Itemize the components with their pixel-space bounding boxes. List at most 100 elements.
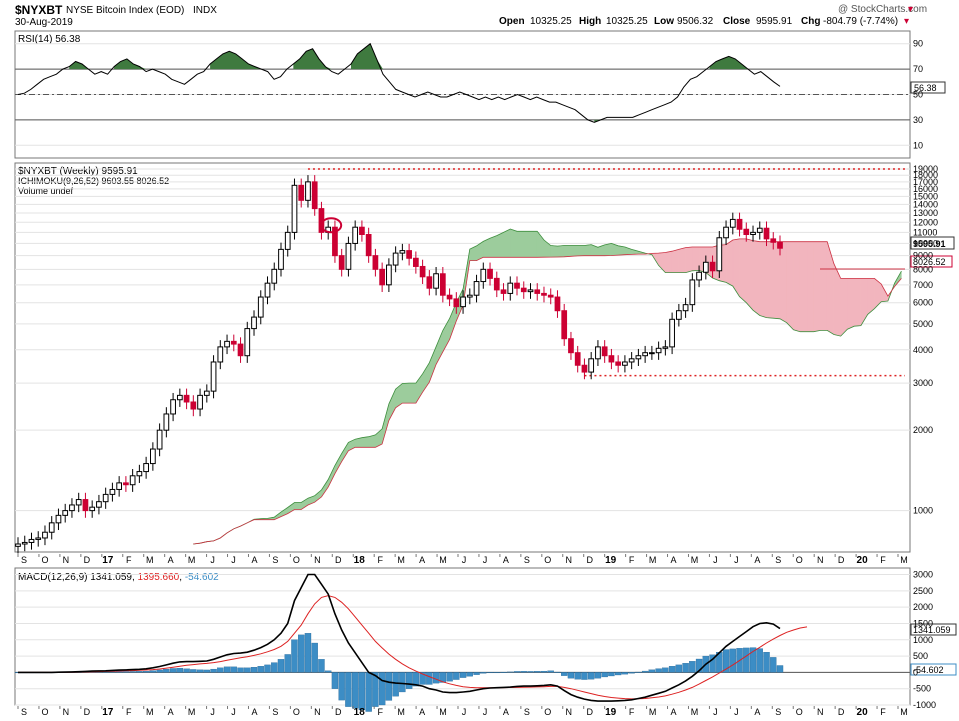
macd-histogram-bar xyxy=(271,662,278,673)
x-axis-label: J xyxy=(734,707,739,717)
candle-up xyxy=(480,268,487,283)
candle-up xyxy=(197,394,203,410)
x-axis-label: J xyxy=(462,555,467,565)
macd-histogram-bar xyxy=(412,672,420,687)
candle-down xyxy=(743,228,750,235)
candle-down xyxy=(547,294,554,298)
macd-histogram-bar xyxy=(668,666,676,673)
hist-last-label: -54.602 xyxy=(910,663,957,676)
rsi-overbought-fill xyxy=(210,51,262,70)
macd-histogram-bar xyxy=(709,654,716,673)
x-axis-label: M xyxy=(439,707,447,717)
candle-down xyxy=(520,287,527,293)
exchange: INDX xyxy=(193,5,217,16)
macd-histogram-bar xyxy=(466,672,473,677)
x-axis-label: S xyxy=(524,555,530,565)
x-axis-label: D xyxy=(84,555,91,565)
cloud-bullish-segment xyxy=(429,346,437,383)
price-tick-label: 6000 xyxy=(913,298,933,308)
candle-down xyxy=(561,310,568,340)
macd-histogram-bar xyxy=(662,667,669,673)
candle-up xyxy=(244,328,251,357)
down-arrow-icon: ▾ xyxy=(904,16,909,27)
macd-plot: 3000 2500 2000 1500 1000 500 0 -500 -1000 xyxy=(14,570,936,712)
cloud-bullish-segment xyxy=(577,245,585,257)
x-axis-label: S xyxy=(775,707,781,717)
candle-up xyxy=(55,514,62,524)
price-last-label: 9595.91 xyxy=(910,236,955,250)
x-axis-label: N xyxy=(566,707,573,717)
cloud-bullish-segment xyxy=(550,245,558,258)
cloud-bullish-segment xyxy=(496,231,504,258)
cloud-bullish-segment xyxy=(408,382,417,404)
candle-down xyxy=(419,265,426,278)
candle-up xyxy=(588,358,595,373)
candle-down xyxy=(487,268,493,279)
candle-down xyxy=(763,227,770,240)
cloud-bearish-segment xyxy=(880,283,889,303)
cloud-bearish-segment xyxy=(766,241,774,319)
candle-up xyxy=(756,227,763,233)
price-tick-label: 17000 xyxy=(913,177,938,187)
x-axis-label: M xyxy=(188,555,196,565)
macd-tick-label: 2500 xyxy=(913,586,933,596)
x-axis-label: M xyxy=(146,707,154,717)
candle-down xyxy=(608,355,615,363)
cloud-bearish-segment xyxy=(820,241,828,331)
x-axis-label: 19 xyxy=(605,707,617,718)
x-axis-label: N xyxy=(817,555,824,565)
macd-histogram-bar xyxy=(614,672,622,676)
candle-up xyxy=(102,493,109,503)
x-axis-label: J xyxy=(713,555,718,565)
cloud-bearish-segment xyxy=(853,278,862,327)
candle-up xyxy=(723,226,729,239)
cloud-bullish-segment xyxy=(388,388,396,421)
x-axis-label: 17 xyxy=(102,707,114,718)
macd-histogram-bar xyxy=(770,657,777,673)
candle-up xyxy=(729,218,736,228)
x-axis-label: O xyxy=(796,555,803,565)
candle-up xyxy=(109,488,116,495)
x-axis-label: O xyxy=(41,707,48,717)
low-value: 9506.32 xyxy=(677,16,714,27)
macd-histogram-bar xyxy=(257,666,264,673)
macd-histogram-bar xyxy=(405,672,413,689)
candle-up xyxy=(473,281,480,296)
candle-down xyxy=(237,343,244,357)
macd-legend-signal: 1395.660 xyxy=(138,572,180,583)
macd-histogram-bar xyxy=(695,658,703,673)
x-axis-label: N xyxy=(63,555,70,565)
macd-histogram-bar xyxy=(493,672,500,674)
cloud-bullish-segment xyxy=(314,489,322,503)
x-axis-label: D xyxy=(586,555,593,565)
macd-histogram-bar xyxy=(149,670,157,673)
cloud-bullish-segment xyxy=(294,502,302,510)
macd-histogram-bar xyxy=(446,672,453,682)
macd-histogram-bar xyxy=(601,672,608,678)
macd-histogram-bar xyxy=(304,633,312,673)
candle-down xyxy=(82,499,89,512)
macd-histogram-bar xyxy=(203,669,210,673)
candle-up xyxy=(264,282,271,298)
macd-histogram-bar xyxy=(169,668,177,673)
candle-down xyxy=(379,268,386,286)
cloud-bearish-segment xyxy=(665,250,673,273)
x-axis-label: O xyxy=(293,555,300,565)
macd-histogram-bar xyxy=(682,663,689,673)
candle-up xyxy=(352,226,359,244)
x-axis-label: M xyxy=(146,555,154,565)
x-axis-label: M xyxy=(900,555,908,565)
cloud-bearish-segment xyxy=(860,278,868,327)
candle-down xyxy=(406,250,412,259)
x-axis-label: F xyxy=(126,555,132,565)
open-label: Open xyxy=(499,16,525,27)
x-axis-label: D xyxy=(838,707,845,717)
candle-down xyxy=(601,346,608,357)
candle-down xyxy=(439,273,446,296)
x-axis-label: F xyxy=(629,555,635,565)
candle-up xyxy=(635,355,642,360)
rsi-line xyxy=(17,42,781,123)
cloud-bearish-segment xyxy=(867,278,875,315)
x-axis-label: O xyxy=(41,555,48,565)
macd-histogram-bar xyxy=(190,669,197,673)
